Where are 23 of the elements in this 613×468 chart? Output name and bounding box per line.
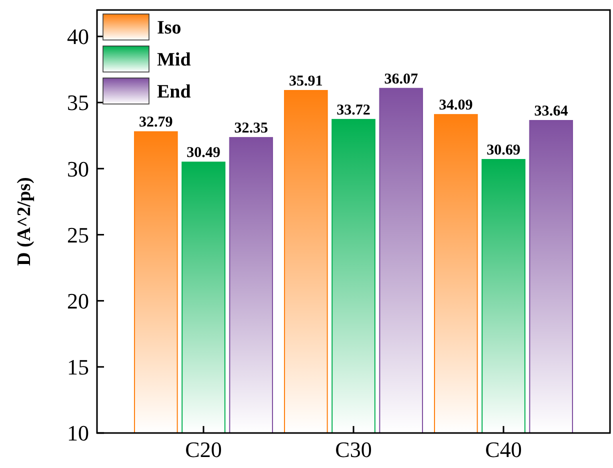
legend-label: Iso xyxy=(157,18,182,39)
y-tick-label: 10 xyxy=(67,420,89,446)
data-label: 34.09 xyxy=(439,98,473,114)
y-tick-label: 25 xyxy=(67,222,89,248)
y-tick-label: 20 xyxy=(67,288,89,314)
data-label: 30.69 xyxy=(486,142,520,159)
data-label: 32.79 xyxy=(139,114,173,131)
y-axis-title: D (A^2/ps) xyxy=(14,177,35,266)
legend-label: Mid xyxy=(157,50,192,71)
data-label: 30.49 xyxy=(186,145,220,162)
x-tick-label: C20 xyxy=(185,437,222,462)
y-tick-label: 40 xyxy=(67,24,89,50)
y-tick-label: 30 xyxy=(67,156,89,182)
x-tick-label: C30 xyxy=(335,437,372,462)
x-tick-label: C40 xyxy=(485,437,522,462)
data-label: 32.35 xyxy=(234,120,268,137)
y-tick-label: 15 xyxy=(67,354,89,380)
legend-label: End xyxy=(157,82,192,103)
data-label: 33.72 xyxy=(336,102,370,118)
data-label: 36.07 xyxy=(384,71,418,88)
y-tick-label: 35 xyxy=(67,90,89,116)
data-label: 35.91 xyxy=(289,74,323,90)
data-label: 33.64 xyxy=(534,104,568,120)
